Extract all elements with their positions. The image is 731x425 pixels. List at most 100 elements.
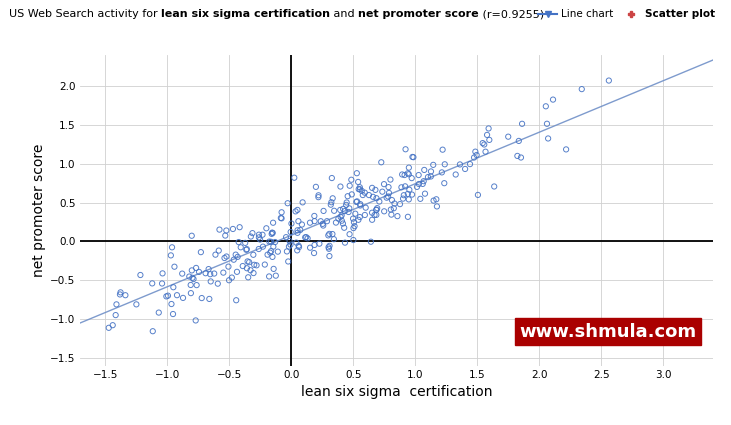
- Point: [368, 212, 380, 218]
- Point: [241, 246, 253, 252]
- Point: [347, 215, 359, 222]
- Point: [351, 170, 363, 177]
- Point: [356, 187, 368, 194]
- Point: [110, 312, 121, 318]
- Point: [385, 176, 396, 183]
- Point: [234, 224, 246, 231]
- Point: [347, 237, 359, 244]
- Point: [398, 172, 410, 178]
- Point: [326, 175, 338, 181]
- Point: [253, 234, 265, 241]
- Point: [241, 265, 253, 272]
- Point: [318, 207, 330, 214]
- Point: [428, 197, 439, 204]
- Point: [205, 278, 216, 285]
- Point: [166, 300, 178, 307]
- Point: [351, 198, 363, 205]
- Point: [317, 221, 328, 227]
- Point: [166, 244, 178, 251]
- Point: [285, 229, 297, 235]
- Point: [366, 216, 378, 223]
- Point: [243, 274, 254, 280]
- Point: [146, 280, 158, 287]
- Point: [237, 263, 249, 269]
- Point: [259, 261, 270, 268]
- Point: [371, 207, 382, 213]
- Point: [366, 210, 378, 216]
- Point: [191, 282, 202, 289]
- Point: [383, 184, 395, 190]
- Point: [603, 77, 615, 84]
- Point: [200, 270, 211, 277]
- Text: www.shmula.com: www.shmula.com: [520, 323, 697, 341]
- Point: [169, 264, 181, 270]
- Point: [344, 231, 355, 238]
- Point: [428, 162, 439, 168]
- Point: [540, 103, 552, 110]
- Point: [299, 234, 311, 241]
- Point: [403, 164, 414, 171]
- Point: [188, 276, 200, 283]
- Point: [349, 210, 361, 217]
- Point: [450, 171, 461, 178]
- Text: (r=0.9255): (r=0.9255): [479, 9, 544, 20]
- Point: [292, 207, 303, 213]
- Point: [482, 125, 494, 132]
- Point: [186, 275, 198, 281]
- Point: [354, 214, 366, 221]
- Point: [722, 62, 731, 69]
- Point: [576, 86, 588, 93]
- Point: [335, 213, 346, 220]
- Point: [548, 96, 559, 103]
- Point: [40, 296, 52, 303]
- Point: [349, 223, 360, 230]
- Point: [399, 183, 411, 190]
- Legend: Line chart, Scatter plot: Line chart, Scatter plot: [538, 9, 715, 20]
- Point: [308, 249, 320, 256]
- Point: [212, 280, 224, 287]
- Point: [282, 258, 294, 265]
- Point: [371, 205, 383, 212]
- Point: [280, 234, 292, 241]
- Point: [344, 182, 355, 189]
- Point: [300, 234, 312, 241]
- Point: [477, 140, 488, 147]
- Point: [323, 230, 335, 237]
- Point: [185, 282, 197, 289]
- Point: [352, 216, 364, 223]
- Point: [403, 196, 414, 203]
- Point: [327, 195, 338, 202]
- Point: [367, 193, 379, 200]
- Point: [431, 203, 443, 210]
- Point: [202, 266, 214, 272]
- Point: [370, 187, 382, 193]
- Point: [161, 293, 173, 300]
- Point: [270, 272, 281, 279]
- Point: [346, 191, 357, 198]
- Point: [240, 246, 252, 253]
- Text: and: and: [330, 9, 358, 20]
- Point: [308, 241, 320, 248]
- Point: [302, 235, 314, 242]
- Point: [268, 243, 279, 250]
- Point: [324, 253, 336, 260]
- Point: [296, 221, 308, 228]
- Point: [107, 322, 118, 329]
- Point: [266, 229, 278, 236]
- Point: [334, 207, 346, 213]
- Point: [265, 248, 277, 255]
- Point: [354, 186, 366, 193]
- Point: [338, 224, 350, 231]
- Point: [403, 171, 414, 178]
- Point: [324, 242, 336, 249]
- Point: [219, 232, 231, 239]
- Point: [411, 184, 423, 190]
- Point: [251, 262, 262, 269]
- Point: [131, 301, 143, 308]
- Point: [385, 211, 397, 218]
- Text: net promoter score: net promoter score: [358, 9, 479, 20]
- Point: [304, 244, 316, 251]
- Point: [213, 247, 224, 254]
- Point: [213, 226, 225, 233]
- Point: [502, 133, 514, 140]
